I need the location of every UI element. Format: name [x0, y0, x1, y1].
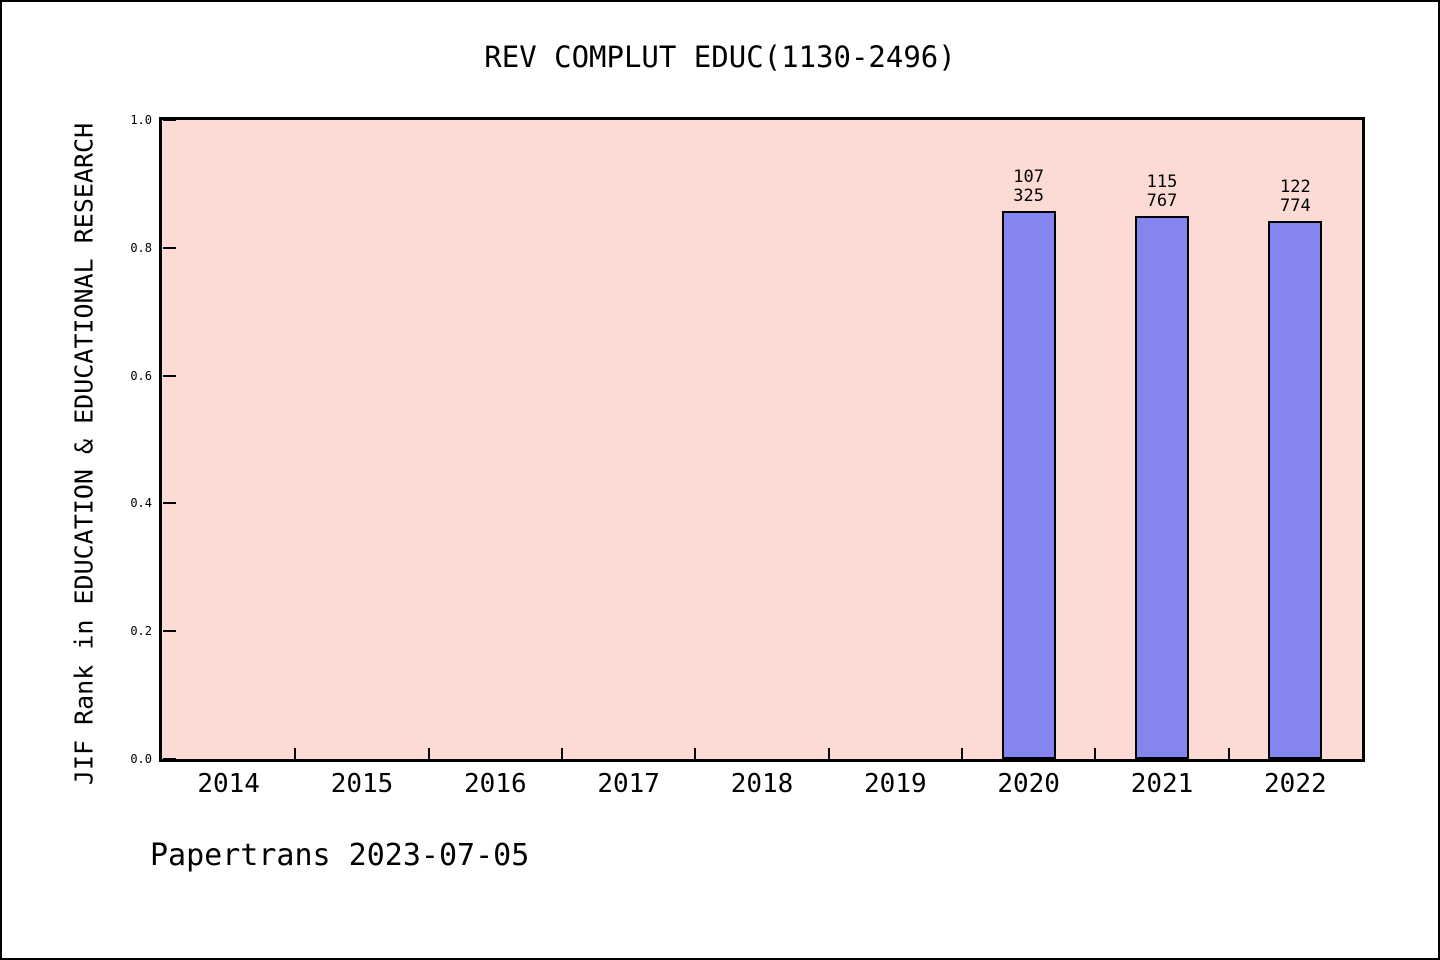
y-tick-label: 0.4 [130, 496, 152, 511]
watermark-text: Papertrans 2023-07-05 [150, 838, 530, 873]
y-tick-label: 0.2 [130, 624, 152, 639]
x-tick-label: 2017 [597, 769, 660, 799]
x-tick-mark [827, 748, 830, 759]
x-tick-label: 2015 [330, 769, 394, 799]
x-tick-label: 2021 [1130, 769, 1194, 799]
bar-value-label: 107 325 [1013, 167, 1045, 207]
bar-value-label: 122 774 [1279, 176, 1311, 216]
y-tick-label: 0.0 [130, 752, 152, 766]
x-tick-mark [561, 748, 563, 759]
y-tick-label: 0.6 [130, 368, 152, 383]
y-tick-mark [163, 758, 176, 760]
x-tick-mark [1227, 748, 1230, 759]
bar [1001, 211, 1056, 759]
y-tick-label: 1.0 [130, 113, 152, 127]
y-tick-mark [163, 374, 176, 377]
x-tick-label: 2020 [997, 769, 1060, 799]
y-tick-label: 0.8 [130, 240, 152, 255]
y-axis-title: JIF Rank in EDUCATION & EDUCATIONAL RESE… [69, 122, 99, 786]
x-tick-label: 2014 [197, 769, 260, 799]
x-tick-mark [961, 748, 963, 759]
bar-value-label: 115 767 [1146, 171, 1178, 211]
x-tick-mark [294, 748, 297, 759]
x-tick-label: 2018 [730, 769, 794, 799]
y-tick-mark [163, 630, 176, 633]
x-tick-mark [1094, 748, 1097, 759]
x-tick-label: 2016 [464, 769, 527, 799]
y-tick-mark [163, 119, 176, 121]
y-tick-mark [163, 502, 176, 505]
x-tick-label: 2022 [1264, 769, 1327, 799]
y-tick-mark [163, 246, 176, 249]
x-tick-mark [694, 748, 697, 759]
x-tick-mark [427, 748, 430, 759]
bar [1135, 215, 1189, 759]
x-tick-label: 2019 [864, 769, 927, 799]
bar [1268, 220, 1323, 759]
chart-title: REV COMPLUT EDUC(1130-2496) [484, 40, 956, 74]
